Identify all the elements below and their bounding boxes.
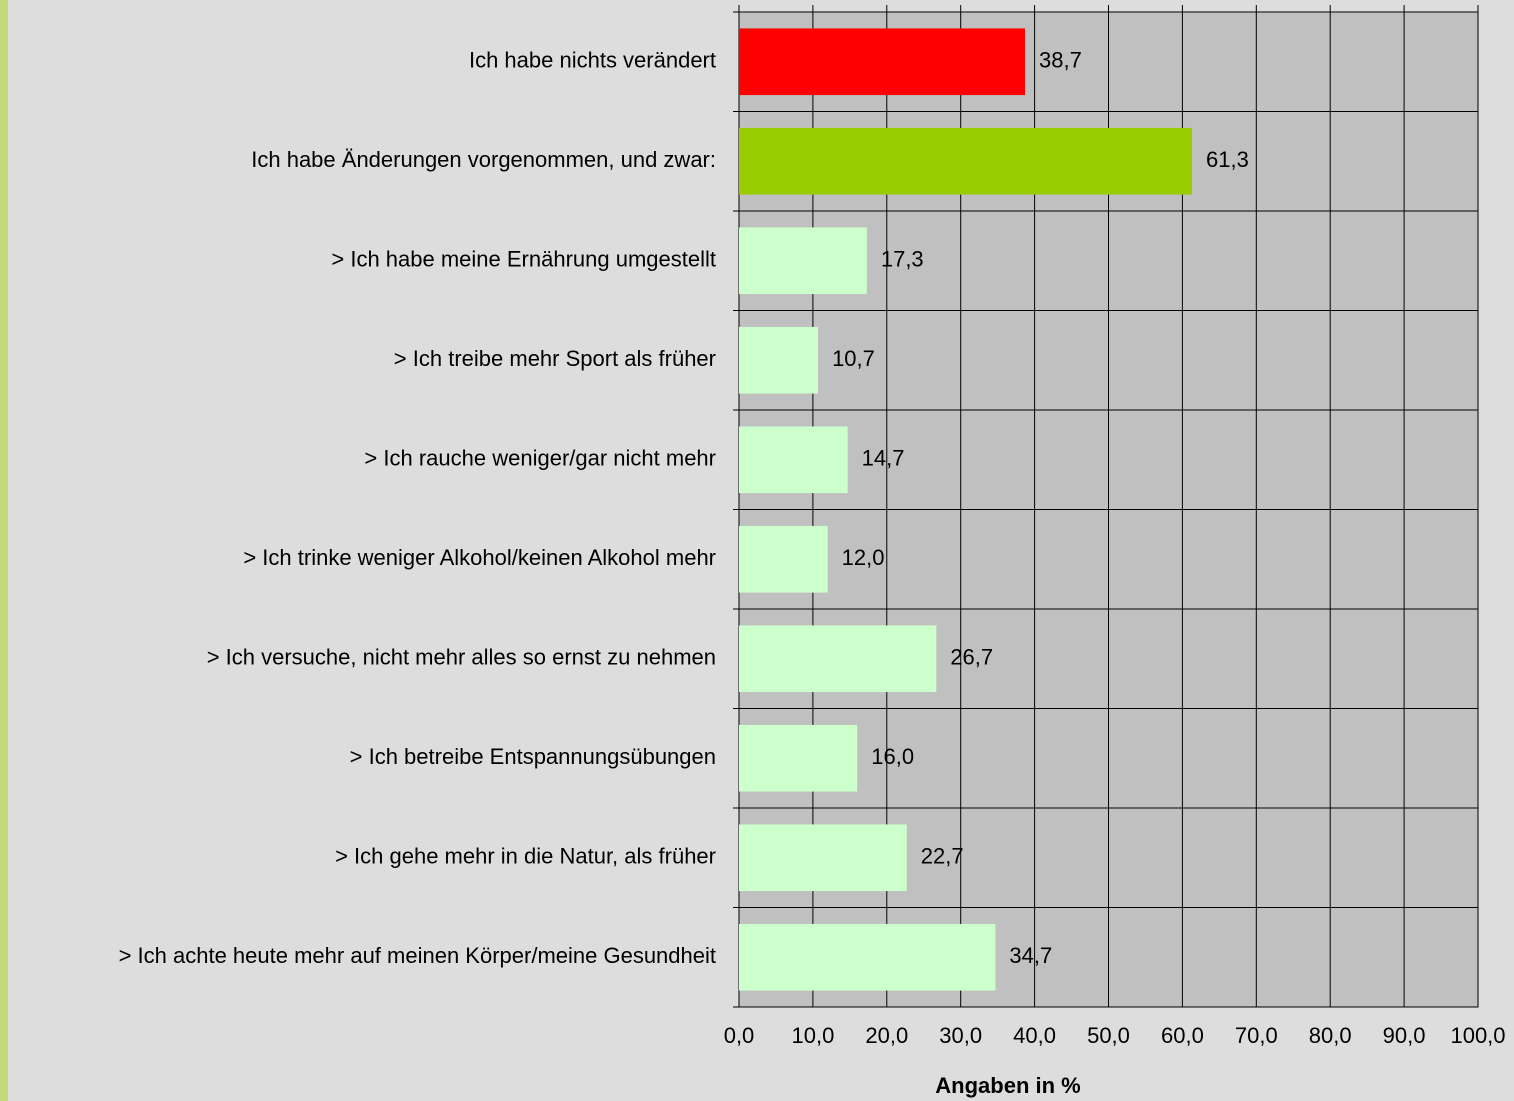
value-label: 14,7: [862, 446, 905, 471]
y-tick-label: > Ich habe meine Ernährung umgestellt: [331, 247, 716, 272]
side-stripe: [0, 0, 8, 1101]
value-label: 17,3: [881, 247, 924, 272]
x-tick-label: 10,0: [791, 1023, 834, 1048]
x-tick-label: 100,0: [1450, 1023, 1505, 1048]
y-tick-label: Ich habe nichts verändert: [469, 48, 716, 73]
value-label: 16,0: [871, 744, 914, 769]
bar: [739, 625, 937, 693]
bar: [739, 525, 828, 593]
y-tick-label: Ich habe Änderungen vorgenommen, und zwa…: [251, 147, 716, 172]
y-tick-label: > Ich betreibe Entspannungsübungen: [350, 744, 716, 769]
bar: [739, 923, 996, 991]
value-label: 38,7: [1039, 48, 1082, 73]
y-tick-label: > Ich gehe mehr in die Natur, als früher: [335, 844, 716, 869]
y-tick-label: > Ich achte heute mehr auf meinen Körper…: [119, 943, 716, 968]
x-tick-label: 80,0: [1309, 1023, 1352, 1048]
value-label: 10,7: [832, 346, 875, 371]
bar: [739, 724, 858, 792]
value-label: 22,7: [921, 844, 964, 869]
x-tick-label: 0,0: [724, 1023, 755, 1048]
x-tick-label: 50,0: [1087, 1023, 1130, 1048]
value-label: 34,7: [1009, 943, 1052, 968]
x-tick-label: 60,0: [1161, 1023, 1204, 1048]
y-tick-label: > Ich trinke weniger Alkohol/keinen Alko…: [243, 545, 716, 570]
bar: [739, 227, 867, 295]
x-tick-label: 40,0: [1013, 1023, 1056, 1048]
bar: [739, 127, 1193, 195]
bar: [739, 426, 848, 494]
x-tick-label: 30,0: [939, 1023, 982, 1048]
bar: [739, 326, 819, 394]
x-tick-label: 70,0: [1235, 1023, 1278, 1048]
y-tick-label: > Ich rauche weniger/gar nicht mehr: [364, 446, 716, 471]
bar: [739, 28, 1025, 96]
y-tick-label: > Ich versuche, nicht mehr alles so erns…: [207, 645, 716, 670]
y-tick-label: > Ich treibe mehr Sport als früher: [394, 346, 716, 371]
value-label: 61,3: [1206, 147, 1249, 172]
x-tick-label: 90,0: [1383, 1023, 1426, 1048]
value-label: 26,7: [950, 645, 993, 670]
x-tick-label: 20,0: [865, 1023, 908, 1048]
x-axis-label: Angaben in %: [935, 1073, 1080, 1098]
bar: [739, 824, 907, 892]
value-label: 12,0: [842, 545, 885, 570]
